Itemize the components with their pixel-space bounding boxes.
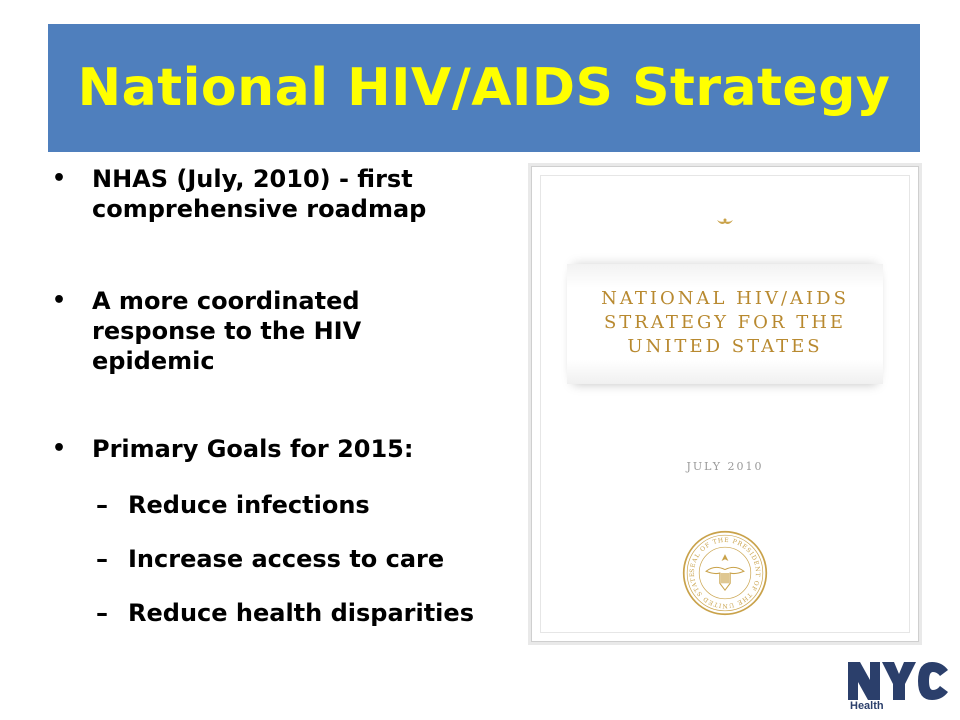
sub-bullet-marker: – — [96, 599, 108, 627]
nyc-health-logo: Health — [846, 660, 950, 716]
logo-subtitle: Health — [850, 700, 884, 712]
sub-bullet-text: Increase access to care — [128, 545, 445, 573]
sub-bullet-item: – Reduce health disparities — [96, 598, 566, 628]
eagle-ornament-icon — [541, 214, 909, 232]
cover-title-line: NATIONAL HIV/AIDS — [601, 288, 849, 309]
bullet-item: • Primary Goals for 2015: — [48, 434, 528, 464]
cover-title-band — [567, 264, 883, 384]
slide-title: National HIV/AIDS Strategy — [77, 58, 891, 118]
cover-frame: NATIONAL HIV/AIDS STRATEGY FOR THE UNITE… — [540, 175, 910, 633]
svg-text:SEAL OF THE PRESIDENT OF THE U: SEAL OF THE PRESIDENT OF THE UNITED STAT… — [682, 530, 761, 609]
sub-bullet-item: – Increase access to care — [96, 544, 566, 574]
sub-bullet-marker: – — [96, 491, 108, 519]
sub-bullet-item: – Reduce infections — [96, 490, 566, 520]
cover-title: NATIONAL HIV/AIDS STRATEGY FOR THE UNITE… — [541, 287, 909, 359]
sub-bullet-text: Reduce infections — [128, 491, 370, 519]
seal-text: SEAL OF THE PRESIDENT OF THE UNITED STAT… — [682, 530, 760, 609]
cover-date: JULY 2010 — [686, 460, 764, 473]
bullet-item: • A more coordinated response to the HIV… — [48, 286, 528, 376]
bullet-marker: • — [52, 288, 67, 313]
bullet-item: • NHAS (July, 2010) - first comprehensiv… — [48, 164, 528, 224]
bullet-marker: • — [52, 166, 67, 191]
bullet-text: NHAS (July, 2010) - first comprehensive … — [92, 165, 427, 223]
cover-title-line: UNITED STATES — [627, 336, 823, 357]
cover-title-line: STRATEGY FOR THE — [603, 312, 847, 333]
nyc-wordmark-icon — [848, 662, 948, 700]
presidential-seal-icon: SEAL OF THE PRESIDENT OF THE UNITED STAT… — [682, 530, 768, 616]
bullet-marker: • — [52, 436, 67, 461]
sub-bullet-marker: – — [96, 545, 108, 573]
bullet-text: Primary Goals for 2015: — [92, 435, 414, 463]
sub-bullet-text: Reduce health disparities — [128, 599, 474, 627]
strategy-cover-image: NATIONAL HIV/AIDS STRATEGY FOR THE UNITE… — [531, 166, 919, 642]
bullet-text: A more coordinated response to the HIV e… — [92, 287, 362, 375]
title-banner: National HIV/AIDS Strategy — [48, 24, 920, 152]
